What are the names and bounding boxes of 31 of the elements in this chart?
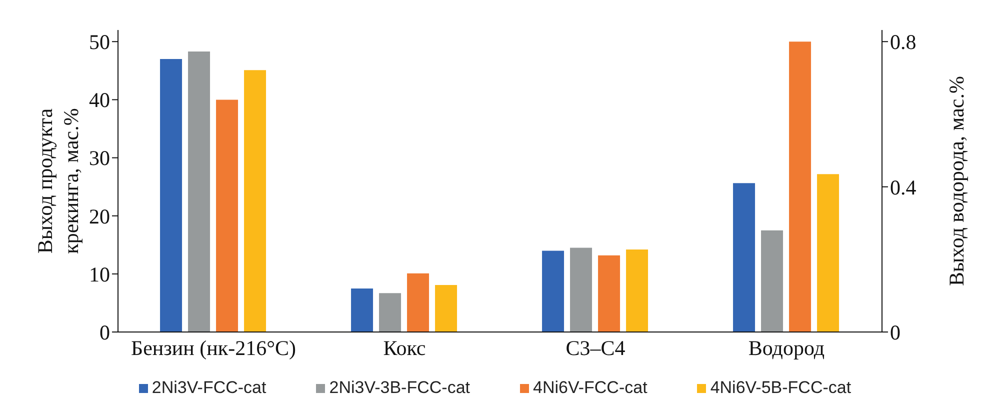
x-tick-label: Кокс bbox=[383, 336, 426, 360]
bar bbox=[379, 293, 402, 332]
bar bbox=[598, 255, 620, 332]
bar bbox=[435, 284, 458, 332]
y-tick-label: 20 bbox=[89, 204, 110, 228]
bar bbox=[626, 250, 648, 332]
legend-label: 4Ni6V-FCC-cat bbox=[532, 378, 648, 398]
bar bbox=[351, 288, 374, 332]
y-tick-label: 0 bbox=[100, 320, 110, 344]
x-tick-label: C3–C4 bbox=[566, 336, 626, 360]
y2-axis-title: Выход водорода, мас.% bbox=[944, 76, 968, 286]
x-tick-label: Водород bbox=[748, 336, 825, 360]
y2-tick-label: 0.8 bbox=[890, 30, 916, 54]
bar bbox=[407, 273, 430, 332]
bar bbox=[160, 59, 182, 332]
legend-label: 2Ni3V-FCC-cat bbox=[150, 378, 266, 398]
legend-label: 4Ni6V-5B-FCC-cat bbox=[709, 378, 852, 398]
bar bbox=[542, 250, 564, 332]
bar bbox=[188, 51, 210, 332]
y-tick-label: 30 bbox=[89, 146, 110, 170]
x-tick-label: Бензин (нк-216°C) bbox=[131, 336, 296, 360]
y2-tick-label: 0.4 bbox=[890, 175, 917, 200]
bar bbox=[244, 70, 266, 332]
legend-label: 2Ni3V-3B-FCC-cat bbox=[328, 378, 470, 398]
bar bbox=[570, 248, 592, 332]
y-tick-label: 50 bbox=[89, 30, 110, 54]
bar bbox=[216, 100, 238, 332]
y-axis-title: Выход продукта крекинга, мас.% bbox=[33, 108, 83, 254]
y-tick-label: 40 bbox=[89, 88, 110, 112]
y2-tick-label: 0 bbox=[890, 320, 900, 344]
y-tick-label: 10 bbox=[89, 262, 110, 286]
